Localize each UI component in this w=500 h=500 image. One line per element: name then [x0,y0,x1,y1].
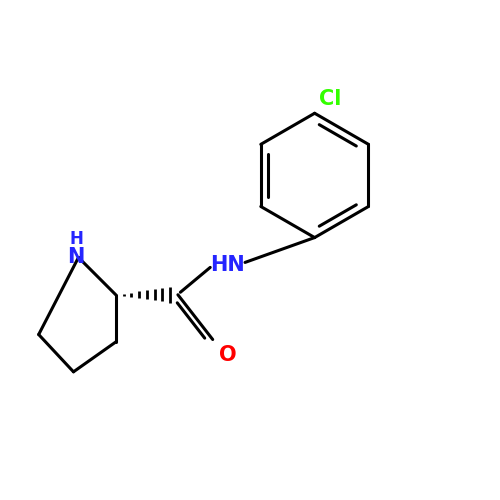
Text: N: N [68,248,84,268]
Text: O: O [218,346,236,366]
Text: H: H [69,230,83,248]
Text: Cl: Cl [318,90,341,110]
Text: HN: HN [210,255,245,275]
